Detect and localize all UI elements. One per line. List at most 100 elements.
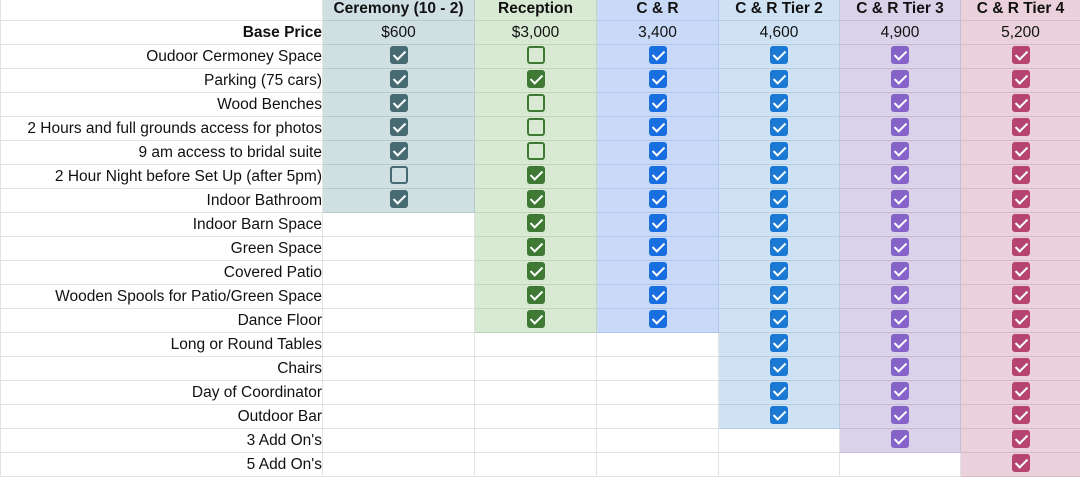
- checkbox-checked-icon[interactable]: [1011, 238, 1030, 257]
- checkbox-checked-icon[interactable]: [1011, 70, 1030, 89]
- checkbox-checked-icon[interactable]: [1011, 406, 1030, 425]
- checkbox-cell[interactable]: [718, 116, 840, 141]
- checkbox-checked-icon[interactable]: [1011, 454, 1030, 473]
- checkbox-cell[interactable]: [718, 68, 840, 93]
- checkbox-cell[interactable]: [596, 284, 719, 309]
- checkbox-cell[interactable]: [960, 44, 1080, 69]
- checkbox-cell[interactable]: [474, 236, 597, 261]
- checkbox-checked-icon[interactable]: [891, 430, 909, 449]
- checkbox-cell[interactable]: [718, 164, 840, 189]
- checkbox-checked-icon[interactable]: [648, 166, 667, 185]
- empty-cell[interactable]: [474, 428, 597, 453]
- checkbox-cell[interactable]: [839, 140, 961, 165]
- row-label[interactable]: Parking (75 cars): [0, 68, 323, 93]
- empty-cell[interactable]: [322, 428, 475, 453]
- row-label[interactable]: Indoor Bathroom: [0, 188, 323, 213]
- checkbox-checked-icon[interactable]: [891, 238, 909, 257]
- checkbox-checked-icon[interactable]: [891, 262, 909, 281]
- checkbox-checked-icon[interactable]: [648, 310, 667, 329]
- checkbox-checked-icon[interactable]: [389, 142, 408, 161]
- checkbox-checked-icon[interactable]: [1011, 118, 1030, 137]
- checkbox-checked-icon[interactable]: [1011, 214, 1030, 233]
- checkbox-cell[interactable]: [718, 140, 840, 165]
- row-label[interactable]: Wooden Spools for Patio/Green Space: [0, 284, 323, 309]
- empty-cell[interactable]: [322, 404, 475, 429]
- checkbox-cell[interactable]: [474, 116, 597, 141]
- checkbox-checked-icon[interactable]: [770, 70, 788, 89]
- checkbox-checked-icon[interactable]: [526, 70, 545, 89]
- price-cell[interactable]: $3,000: [474, 20, 597, 45]
- row-label[interactable]: Day of Coordinator: [0, 380, 323, 405]
- checkbox-checked-icon[interactable]: [648, 286, 667, 305]
- checkbox-checked-icon[interactable]: [526, 310, 545, 329]
- checkbox-cell[interactable]: [960, 164, 1080, 189]
- checkbox-checked-icon[interactable]: [389, 190, 408, 209]
- checkbox-cell[interactable]: [474, 308, 597, 333]
- checkbox-checked-icon[interactable]: [891, 46, 909, 65]
- checkbox-cell[interactable]: [322, 116, 475, 141]
- checkbox-cell[interactable]: [960, 260, 1080, 285]
- checkbox-cell[interactable]: [596, 236, 719, 261]
- checkbox-unchecked-icon[interactable]: [526, 142, 545, 161]
- checkbox-cell[interactable]: [839, 428, 961, 453]
- empty-cell[interactable]: [474, 356, 597, 381]
- empty-cell[interactable]: [596, 452, 719, 477]
- checkbox-checked-icon[interactable]: [770, 238, 788, 257]
- checkbox-checked-icon[interactable]: [648, 118, 667, 137]
- empty-cell[interactable]: [474, 452, 597, 477]
- checkbox-checked-icon[interactable]: [770, 262, 788, 281]
- checkbox-checked-icon[interactable]: [891, 142, 909, 161]
- empty-cell[interactable]: [474, 404, 597, 429]
- checkbox-cell[interactable]: [596, 260, 719, 285]
- checkbox-cell[interactable]: [322, 164, 475, 189]
- checkbox-cell[interactable]: [474, 68, 597, 93]
- checkbox-checked-icon[interactable]: [526, 286, 545, 305]
- checkbox-checked-icon[interactable]: [389, 118, 408, 137]
- checkbox-checked-icon[interactable]: [1011, 382, 1030, 401]
- checkbox-checked-icon[interactable]: [891, 94, 909, 113]
- checkbox-cell[interactable]: [960, 452, 1080, 477]
- row-label[interactable]: 5 Add On's: [0, 452, 323, 477]
- row-label[interactable]: Covered Patio: [0, 260, 323, 285]
- empty-cell[interactable]: [596, 380, 719, 405]
- checkbox-cell[interactable]: [596, 188, 719, 213]
- checkbox-checked-icon[interactable]: [891, 118, 909, 137]
- column-header[interactable]: C & R Tier 4: [960, 0, 1080, 21]
- empty-cell[interactable]: [322, 212, 475, 237]
- checkbox-checked-icon[interactable]: [1011, 94, 1030, 113]
- checkbox-cell[interactable]: [839, 236, 961, 261]
- column-header[interactable]: C & R Tier 2: [718, 0, 840, 21]
- checkbox-checked-icon[interactable]: [770, 334, 788, 353]
- empty-cell[interactable]: [322, 380, 475, 405]
- empty-cell[interactable]: [839, 452, 961, 477]
- checkbox-checked-icon[interactable]: [1011, 166, 1030, 185]
- row-label[interactable]: 2 Hours and full grounds access for phot…: [0, 116, 323, 141]
- row-label[interactable]: Dance Floor: [0, 308, 323, 333]
- checkbox-cell[interactable]: [718, 356, 840, 381]
- checkbox-checked-icon[interactable]: [1011, 430, 1030, 449]
- checkbox-checked-icon[interactable]: [389, 70, 408, 89]
- row-label[interactable]: Oudoor Cermoney Space: [0, 44, 323, 69]
- empty-cell[interactable]: [322, 236, 475, 261]
- checkbox-cell[interactable]: [839, 284, 961, 309]
- corner-cell[interactable]: [0, 0, 323, 21]
- checkbox-checked-icon[interactable]: [526, 238, 545, 257]
- checkbox-checked-icon[interactable]: [770, 142, 788, 161]
- empty-cell[interactable]: [322, 356, 475, 381]
- checkbox-checked-icon[interactable]: [648, 70, 667, 89]
- checkbox-checked-icon[interactable]: [526, 214, 545, 233]
- checkbox-checked-icon[interactable]: [770, 94, 788, 113]
- checkbox-cell[interactable]: [718, 404, 840, 429]
- checkbox-checked-icon[interactable]: [1011, 262, 1030, 281]
- checkbox-cell[interactable]: [839, 356, 961, 381]
- empty-cell[interactable]: [474, 332, 597, 357]
- checkbox-cell[interactable]: [960, 68, 1080, 93]
- checkbox-cell[interactable]: [960, 236, 1080, 261]
- checkbox-cell[interactable]: [322, 44, 475, 69]
- empty-cell[interactable]: [322, 308, 475, 333]
- row-label[interactable]: Base Price: [0, 20, 323, 45]
- checkbox-cell[interactable]: [474, 92, 597, 117]
- checkbox-cell[interactable]: [474, 284, 597, 309]
- checkbox-cell[interactable]: [474, 260, 597, 285]
- checkbox-checked-icon[interactable]: [891, 70, 909, 89]
